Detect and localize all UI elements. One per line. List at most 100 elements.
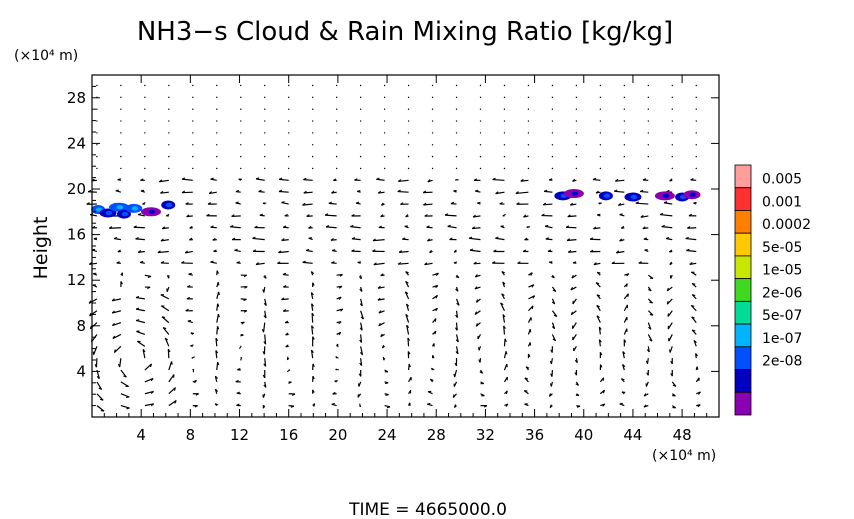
calm-dot [599, 84, 602, 87]
wind-vector [185, 250, 193, 254]
wind-vector-head [313, 403, 316, 407]
wind-vector [668, 334, 673, 342]
wind-vector-head [575, 383, 579, 386]
wind-vector-head [501, 293, 505, 296]
wind-vector-head [397, 189, 401, 193]
wind-vector-head [454, 362, 457, 367]
wind-vector [278, 190, 289, 193]
wind-vector-head [87, 189, 92, 193]
wind-vector-head [432, 355, 435, 359]
wind-vector-head [189, 237, 193, 241]
wind-vector-head [215, 337, 219, 342]
wind-vector-head [324, 213, 329, 216]
wind-vector [112, 333, 122, 340]
wind-vector-head [231, 214, 235, 217]
wind-vector-head [216, 270, 219, 274]
calm-dot [695, 84, 697, 87]
calm-dot [671, 155, 673, 158]
wind-vector-head [325, 225, 330, 228]
calm-dot [383, 144, 386, 146]
wind-vector-head [173, 387, 176, 391]
wind-vector-head [551, 301, 556, 305]
wind-vector [635, 202, 649, 205]
wind-vector [162, 327, 170, 335]
wind-vector-head [670, 360, 673, 365]
wind-vector [503, 338, 506, 347]
wind-vector-head [312, 363, 315, 368]
calm-dot [623, 132, 626, 134]
wind-vector-head [263, 315, 267, 319]
calm-dot [96, 155, 98, 158]
wind-vector-head [531, 305, 534, 310]
wind-vector-head [335, 356, 339, 359]
wind-vector-head [243, 298, 247, 302]
calm-dot [383, 96, 386, 99]
wind-vector-head [330, 237, 334, 241]
wind-vector [568, 250, 577, 253]
wind-vector-head [282, 272, 287, 276]
wind-vector [373, 262, 385, 266]
wind-vector-head [635, 201, 639, 204]
wind-vector-head [311, 325, 314, 329]
wind-vector-head [381, 344, 385, 349]
wind-vector-head [311, 271, 315, 275]
wind-vector-head [312, 336, 315, 340]
wind-vector-head [444, 213, 449, 216]
x-axis-unit: (×10⁴ m) [652, 448, 716, 464]
wind-vector-head [661, 224, 665, 228]
calm-dot [216, 84, 218, 87]
wind-vector-head [111, 298, 115, 302]
wind-vector-head [649, 338, 653, 342]
wind-vector-head [548, 393, 551, 397]
wind-vector-head [596, 315, 600, 319]
wind-vector-head [435, 295, 438, 299]
wind-vector [640, 215, 649, 218]
wind-vector-head [93, 237, 98, 240]
wind-vector [405, 314, 410, 323]
wind-vector [302, 203, 313, 206]
wind-vector-head [133, 225, 137, 228]
wind-vector-head [351, 213, 355, 217]
wind-vector-head [517, 261, 521, 264]
wind-vector [350, 226, 361, 229]
calm-dot [455, 155, 458, 158]
wind-vector [455, 310, 459, 318]
calm-dot [192, 84, 194, 87]
wind-vector-head [567, 214, 571, 218]
wind-vector-head [455, 288, 459, 292]
wind-vector-head [646, 349, 650, 353]
wind-vector-head [408, 363, 411, 368]
wind-vector-head [593, 226, 597, 230]
wind-vector-head [332, 391, 336, 395]
wind-vector [144, 377, 154, 383]
wind-vector-head [215, 350, 219, 354]
colorbar-label: 5e-07 [762, 308, 802, 324]
wind-vector-head [167, 348, 171, 353]
wind-vector-head [620, 225, 625, 229]
wind-vector-head [120, 281, 123, 285]
wind-vector-head [405, 291, 409, 295]
calm-dot [695, 132, 697, 134]
wind-vector-head [147, 286, 151, 290]
wind-vector-head [284, 213, 288, 217]
cloud-patch-core [116, 205, 124, 210]
wind-vector-head [331, 261, 335, 264]
wind-vector-head [648, 326, 652, 330]
wind-vector-head [236, 261, 240, 264]
wind-vector-head [372, 249, 376, 252]
wind-vector-head [218, 291, 220, 296]
wind-vector-head [531, 284, 535, 288]
colorbar-swatch [734, 164, 752, 189]
calm-dot [96, 84, 98, 87]
wind-vector [685, 237, 697, 241]
wind-vector-head [380, 333, 383, 337]
wind-vector-head [597, 271, 601, 274]
wind-vector-head [698, 391, 701, 395]
calm-dot [479, 84, 482, 87]
wind-vector-head [621, 378, 625, 381]
calm-dot [551, 132, 554, 134]
wind-vector-head [149, 363, 153, 368]
wind-vector-head [670, 373, 673, 377]
wind-vector-head [619, 213, 623, 216]
wind-vector-head [181, 177, 186, 180]
